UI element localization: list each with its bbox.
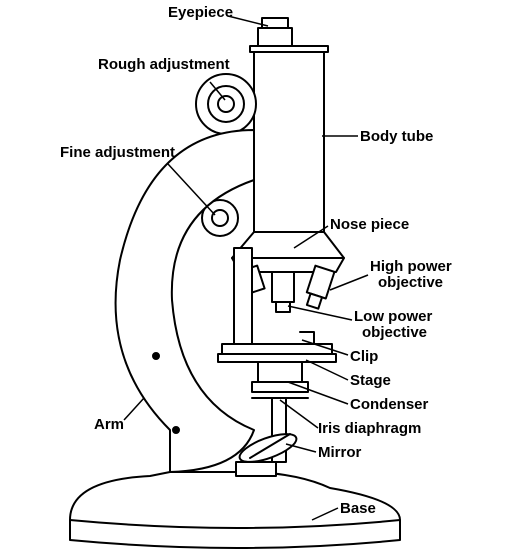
- diagram-container: Eyepiece Rough adjustment Fine adjustmen…: [0, 0, 513, 558]
- label-rough-adjustment: Rough adjustment: [98, 56, 230, 73]
- label-arm: Arm: [94, 416, 124, 433]
- label-stage: Stage: [350, 372, 391, 389]
- label-eyepiece: Eyepiece: [168, 4, 233, 21]
- label-condenser: Condenser: [350, 396, 428, 413]
- label-low-power-1: Low power: [354, 308, 432, 325]
- label-body-tube: Body tube: [360, 128, 433, 145]
- label-iris-diaphragm: Iris diaphragm: [318, 420, 421, 437]
- label-clip: Clip: [350, 348, 378, 365]
- label-mirror: Mirror: [318, 444, 361, 461]
- label-base: Base: [340, 500, 376, 517]
- label-nose-piece: Nose piece: [330, 216, 409, 233]
- label-fine-adjustment: Fine adjustment: [60, 144, 175, 161]
- label-high-power-1: High power: [370, 258, 452, 275]
- label-low-power-2: objective: [362, 324, 427, 341]
- label-high-power-2: objective: [378, 274, 443, 291]
